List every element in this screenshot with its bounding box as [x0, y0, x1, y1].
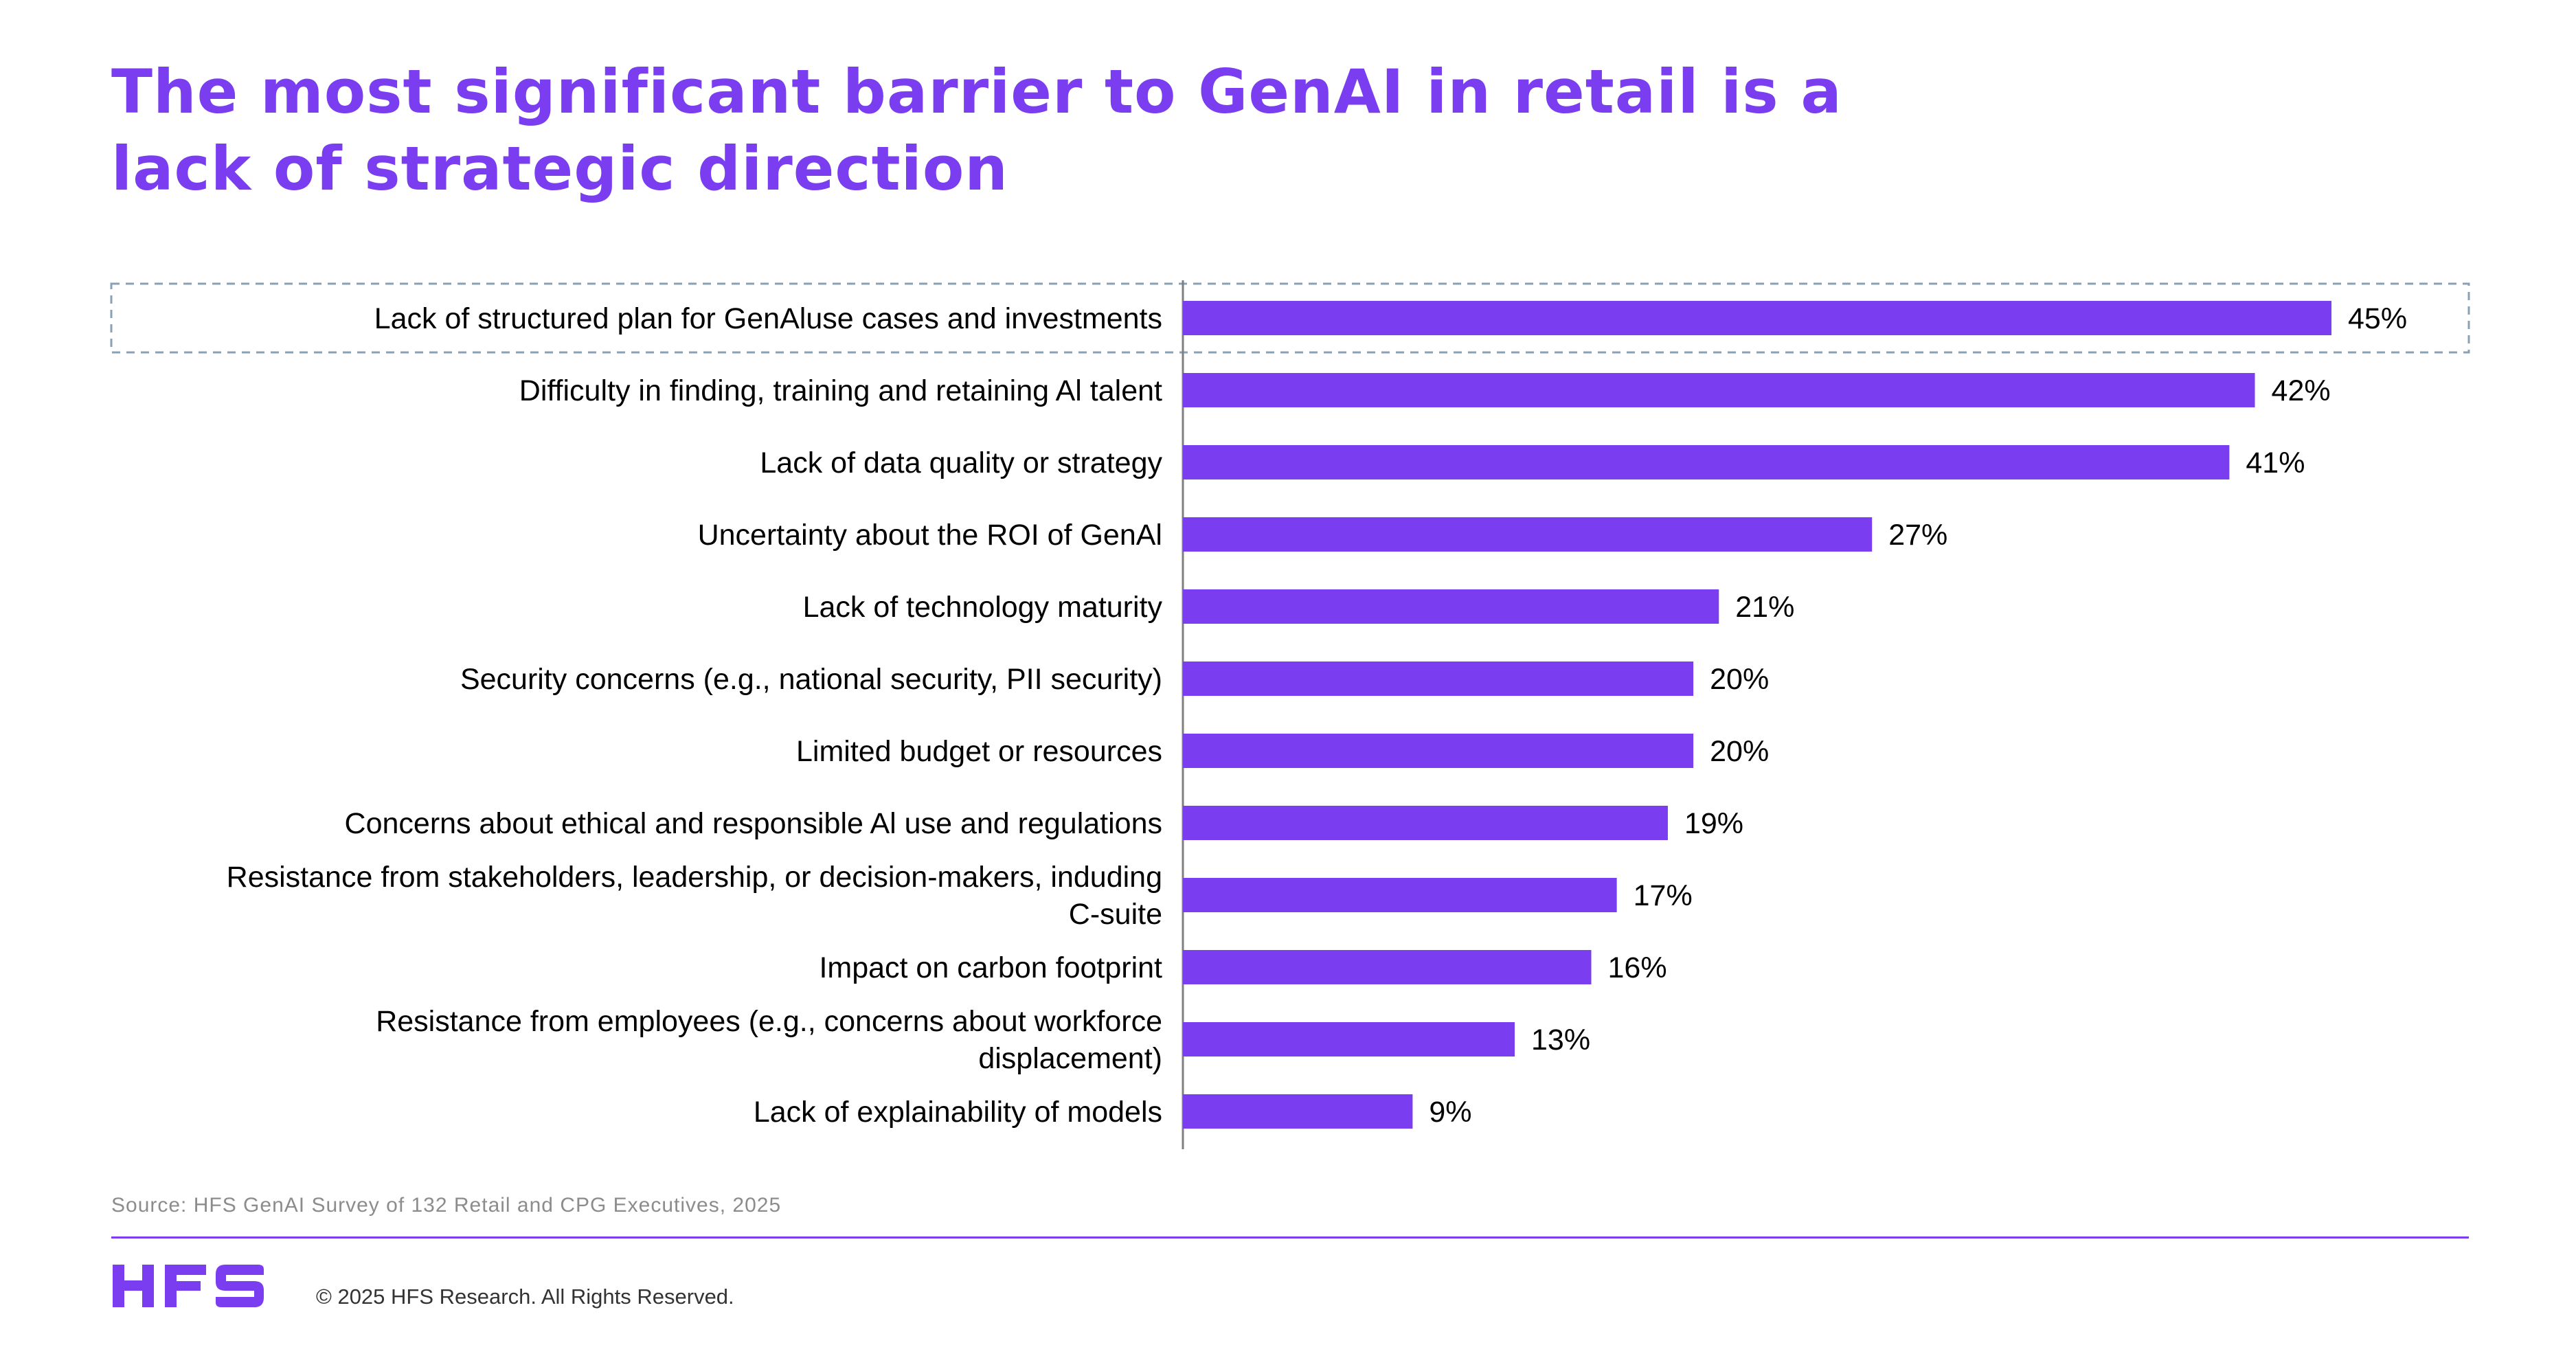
bar — [1183, 301, 2331, 335]
bar — [1183, 1094, 1413, 1129]
category-label: Lack of data quality or strategy — [760, 447, 1162, 479]
category-label-line: Impact on carbon footprint — [819, 951, 1162, 984]
category-label: Lack of explainability of models — [754, 1096, 1162, 1129]
bar — [1183, 734, 1694, 768]
bar-value-label: 41% — [2246, 447, 2305, 479]
bar-value-label: 27% — [1888, 519, 1947, 552]
bar-value-label: 16% — [1607, 951, 1667, 984]
bar-value-label: 42% — [2272, 374, 2331, 407]
bar-value-label: 17% — [1634, 879, 1693, 912]
source-note: Source: HFS GenAI Survey of 132 Retail a… — [111, 1194, 782, 1217]
category-label-line: Lack of data quality or strategy — [760, 447, 1162, 479]
category-label-line: Lack of explainability of models — [754, 1096, 1162, 1129]
bar — [1183, 950, 1592, 984]
bar — [1183, 662, 1694, 696]
bar — [1183, 1022, 1515, 1056]
bar-value-label: 45% — [2348, 302, 2407, 335]
bar-value-label: 20% — [1710, 663, 1769, 696]
category-label-line: Security concerns (e.g., national securi… — [460, 663, 1162, 696]
copyright-notice: © 2025 HFS Research. All Rights Reserved… — [316, 1285, 734, 1309]
category-label: Security concerns (e.g., national securi… — [460, 663, 1162, 696]
category-label: Difficulty in finding, training and reta… — [519, 374, 1162, 407]
category-label-line: Lack of technology maturity — [803, 591, 1163, 624]
category-label: Lack of technology maturity — [803, 591, 1163, 624]
category-label-line: displacement) — [978, 1042, 1162, 1075]
hfs-logo — [113, 1265, 264, 1307]
category-label-line: Limited budget or resources — [796, 735, 1162, 768]
bar-value-label: 9% — [1429, 1096, 1471, 1129]
category-label: Concerns about ethical and responsible A… — [345, 807, 1162, 840]
bar — [1183, 878, 1617, 912]
bar — [1183, 589, 1719, 624]
chart-title: The most significant barrier to GenAI in… — [111, 54, 2481, 207]
category-label: Impact on carbon footprint — [819, 951, 1162, 984]
category-label: Resistance from employees (e.g., concern… — [376, 1005, 1162, 1075]
category-label-line: Lack of structured plan for GenAluse cas… — [374, 302, 1162, 335]
category-label-line: C-suite — [1069, 898, 1162, 931]
category-label-line: Resistance from stakeholders, leadership… — [227, 861, 1162, 894]
footer-divider — [111, 1236, 2469, 1239]
bar — [1183, 806, 1668, 840]
category-label: Resistance from stakeholders, leadership… — [227, 861, 1162, 931]
bar-value-label: 20% — [1710, 735, 1769, 768]
category-label-line: Concerns about ethical and responsible A… — [345, 807, 1162, 840]
category-label-line: Difficulty in finding, training and reta… — [519, 374, 1162, 407]
bar — [1183, 373, 2255, 407]
highlight-box — [110, 282, 2470, 354]
chart-title-line-1: The most significant barrier to GenAI in… — [111, 56, 1842, 127]
bar-value-label: 13% — [1531, 1024, 1590, 1056]
category-label-line: Uncertainty about the ROI of GenAl — [698, 519, 1162, 552]
chart-title-line-2: lack of strategic direction — [111, 133, 1008, 204]
category-label: Uncertainty about the ROI of GenAl — [698, 519, 1162, 552]
category-label: Lack of structured plan for GenAluse cas… — [374, 302, 1162, 335]
bar-value-label: 19% — [1684, 807, 1743, 840]
bar — [1183, 445, 2230, 479]
bar-value-label: 21% — [1735, 591, 1794, 624]
bar — [1183, 517, 1873, 552]
category-label-line: Resistance from employees (e.g., concern… — [376, 1005, 1162, 1038]
category-label: Limited budget or resources — [796, 735, 1162, 768]
chart-marks-layer: 45% Lack of structured plan for GenAluse … — [110, 280, 2470, 1149]
